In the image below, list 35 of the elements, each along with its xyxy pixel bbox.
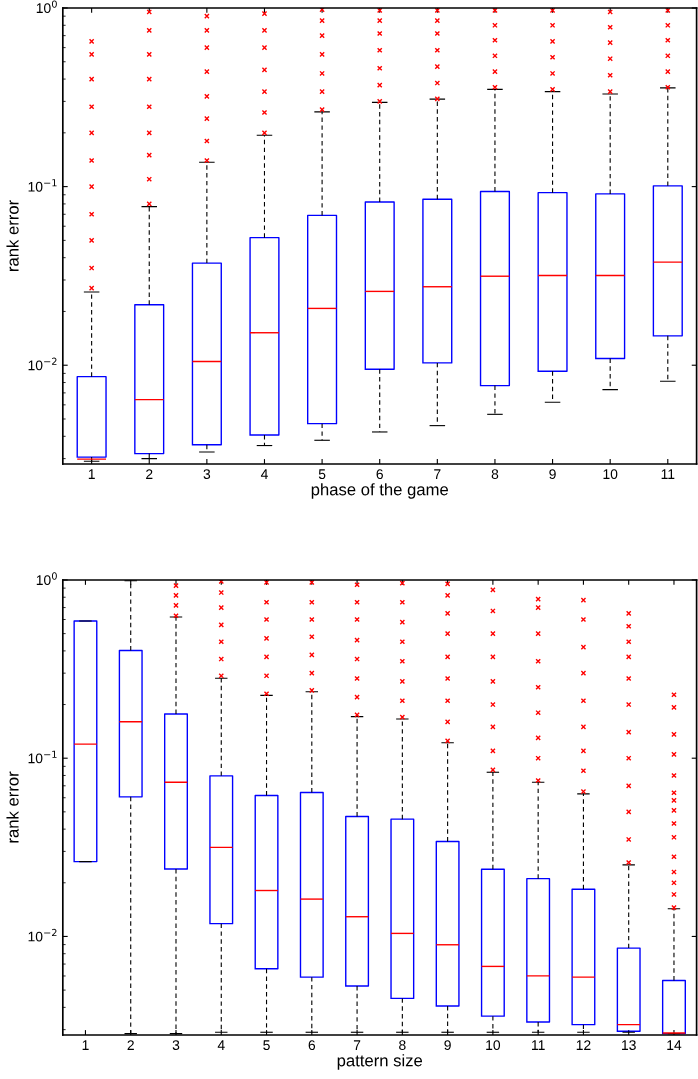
x-tick-label: 11	[532, 1040, 545, 1050]
x-tick-label: 5	[318, 469, 326, 480]
x-tick-label: 5	[263, 1040, 270, 1051]
x-tick-label: 8	[491, 469, 499, 480]
x-tick-label: 13	[622, 1040, 636, 1051]
x-tick-label: 12	[576, 1040, 591, 1050]
x-tick-label: 3	[172, 1040, 180, 1051]
x-tick-label: 2	[146, 469, 153, 479]
y-tick-label: 10$^{0}$	[36, 572, 57, 586]
x-tick-label: 4	[260, 469, 268, 479]
x-tick-label: 10	[486, 1040, 501, 1051]
y-tick-label: 10$^{−1}$	[28, 179, 57, 192]
y-tick-label: 10$^{−2}$	[28, 928, 57, 942]
x-tick-label: 9	[549, 469, 556, 480]
x-tick-label: 8	[399, 1040, 406, 1051]
x-tick-label: 9	[444, 1040, 451, 1051]
x-tick-label: 7	[353, 1040, 361, 1050]
x-tick-label: 6	[376, 469, 383, 480]
x-tick-label: 3	[203, 469, 211, 480]
y-tick-label: 10$^{−2}$	[28, 357, 57, 371]
x-tick-label: 4	[217, 1040, 225, 1050]
x-tick-label: 7	[434, 469, 441, 479]
y-axis-title: rank error	[6, 771, 19, 843]
x-tick-label: 2	[127, 1040, 134, 1050]
y-tick-label: 10$^{0}$	[36, 0, 57, 14]
y-axis-title: rank error	[6, 200, 19, 271]
x-tick-label: 1	[82, 1040, 89, 1050]
x-axis-title: phase of the game	[311, 483, 449, 499]
x-axis-title: pattern size	[337, 1054, 423, 1070]
x-tick-label: 11	[661, 469, 675, 479]
y-tick-label: 10$^{−1}$	[28, 750, 57, 764]
x-tick-label: 10	[603, 469, 618, 480]
x-tick-label: 6	[308, 1040, 316, 1051]
x-tick-label: 14	[667, 1040, 682, 1050]
x-tick-label: 1	[88, 469, 95, 479]
